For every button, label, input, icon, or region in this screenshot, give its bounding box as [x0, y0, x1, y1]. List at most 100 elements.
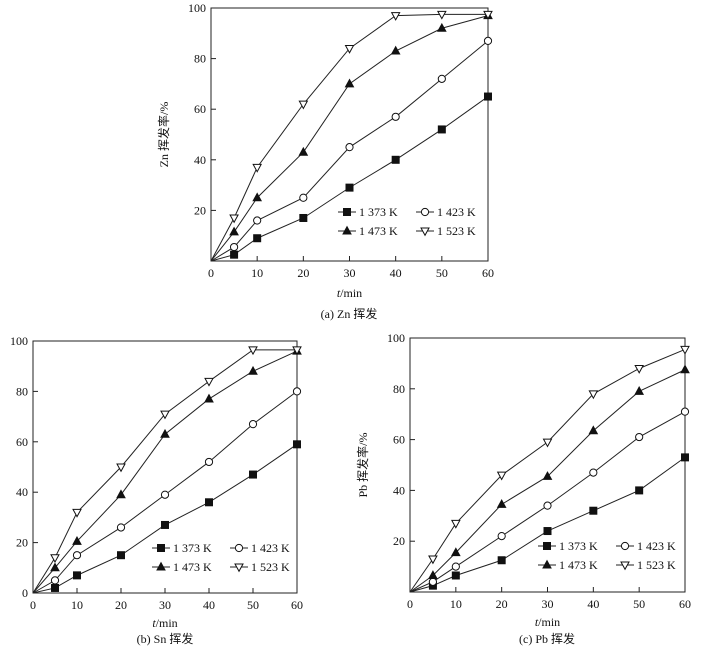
series-line: [210, 13, 488, 262]
data-point: [484, 92, 492, 101]
data-point: [635, 432, 644, 442]
data-point: [204, 393, 214, 403]
data-point: [450, 547, 461, 557]
data-point: [589, 468, 598, 477]
y-tick-label: 40: [194, 153, 206, 167]
data-point: [497, 532, 506, 541]
data-point: [161, 520, 169, 529]
data-point: [542, 471, 553, 480]
x-tick-label: 40: [390, 266, 402, 280]
data-point: [483, 36, 493, 45]
x-tick-label: 50: [247, 598, 259, 612]
x-tick-label: 60: [482, 266, 494, 280]
data-point: [428, 570, 438, 579]
series-line: [409, 348, 686, 593]
x-axis-var: t: [337, 286, 341, 300]
data-point: [588, 425, 599, 435]
legend-label: 1 373 K: [359, 205, 398, 219]
x-tick-label: 10: [71, 598, 83, 612]
data-point: [496, 471, 507, 481]
data-point: [252, 192, 263, 202]
legend-marker: [234, 543, 244, 553]
data-point: [116, 463, 126, 473]
data-point: [681, 453, 689, 462]
x-tick-label: 50: [436, 266, 448, 280]
y-tick-label: 40: [393, 483, 405, 497]
data-point: [117, 551, 125, 560]
y-axis-title: Zn 挥发率/%: [156, 102, 171, 168]
data-point: [253, 216, 262, 225]
legend-label: 1 523 K: [437, 224, 476, 238]
x-axis-title: t/min: [535, 615, 560, 629]
x-tick-label: 50: [633, 597, 645, 611]
legend-marker: [420, 227, 430, 237]
data-point: [391, 112, 400, 121]
legend-label: 1 523 K: [637, 558, 676, 572]
data-point: [634, 385, 645, 395]
y-tick-label: 100: [188, 1, 206, 15]
series-line: [210, 40, 489, 262]
legend-label: 1 423 K: [437, 205, 476, 219]
data-point: [634, 364, 645, 374]
x-axis-unit: /min: [340, 286, 362, 300]
legend-label: 1 473 K: [173, 560, 212, 574]
data-point: [230, 250, 239, 259]
data-point: [252, 163, 263, 173]
data-point: [299, 193, 308, 202]
x-axis-var: t: [535, 615, 539, 629]
x-tick-label: 30: [542, 597, 554, 611]
data-point: [497, 556, 506, 565]
data-point: [437, 74, 446, 83]
data-point: [450, 519, 461, 529]
data-point: [248, 365, 258, 375]
data-point: [451, 562, 460, 571]
data-point: [542, 438, 553, 448]
y-tick-label: 60: [393, 433, 405, 447]
data-point: [50, 554, 60, 564]
data-point: [680, 364, 690, 374]
y-tick-label: 80: [16, 384, 28, 398]
y-tick-label: 20: [393, 534, 405, 548]
chart-panel-pb: 0 10 20 30 40 50 60 20 40 60 80 100 t/min Pb 挥发率/% (c)…: [355, 331, 691, 646]
data-point: [249, 470, 257, 479]
data-point: [344, 44, 355, 54]
y-tick-label: 80: [194, 52, 206, 66]
data-point: [496, 499, 507, 508]
data-point: [298, 146, 309, 156]
legend-label: 1 373 K: [559, 539, 598, 553]
data-point: [229, 226, 239, 236]
series-line: [32, 390, 298, 594]
data-point: [680, 407, 690, 416]
y-axis-title: Pb 挥发率/%: [355, 432, 370, 497]
x-axis-var: t: [152, 616, 156, 630]
x-axis-unit: /min: [538, 615, 560, 629]
data-point: [248, 346, 258, 356]
data-point: [116, 489, 126, 499]
x-tick-label: 10: [251, 266, 263, 280]
chart-panel-sn: 0 10 20 30 40 50 60 0 20 40 60 80 100 t/min(b) Sn 挥发 1…: [10, 334, 303, 646]
data-point: [50, 576, 60, 585]
data-point: [428, 555, 438, 565]
x-tick-label: 40: [203, 598, 215, 612]
legend-marker: [620, 541, 630, 551]
data-point: [298, 100, 309, 110]
data-point: [635, 486, 644, 495]
y-tick-label: 20: [16, 536, 28, 550]
legend-marker: [620, 561, 630, 571]
x-tick-label: 20: [297, 266, 309, 280]
data-point: [344, 78, 355, 88]
plot-frame: [409, 337, 686, 593]
y-tick-label: 40: [16, 485, 28, 499]
legend-marker: [543, 542, 551, 550]
y-tick-label: 20: [194, 203, 206, 217]
x-axis-title: t/min: [337, 286, 362, 300]
series-line: [32, 350, 298, 594]
data-point: [116, 523, 126, 532]
x-tick-label: 20: [115, 598, 127, 612]
legend-label: 1 423 K: [251, 541, 290, 555]
data-point: [437, 125, 446, 134]
series-line: [210, 15, 489, 262]
data-point: [292, 346, 302, 356]
x-tick-label: 30: [344, 266, 356, 280]
series-line: [409, 369, 686, 593]
